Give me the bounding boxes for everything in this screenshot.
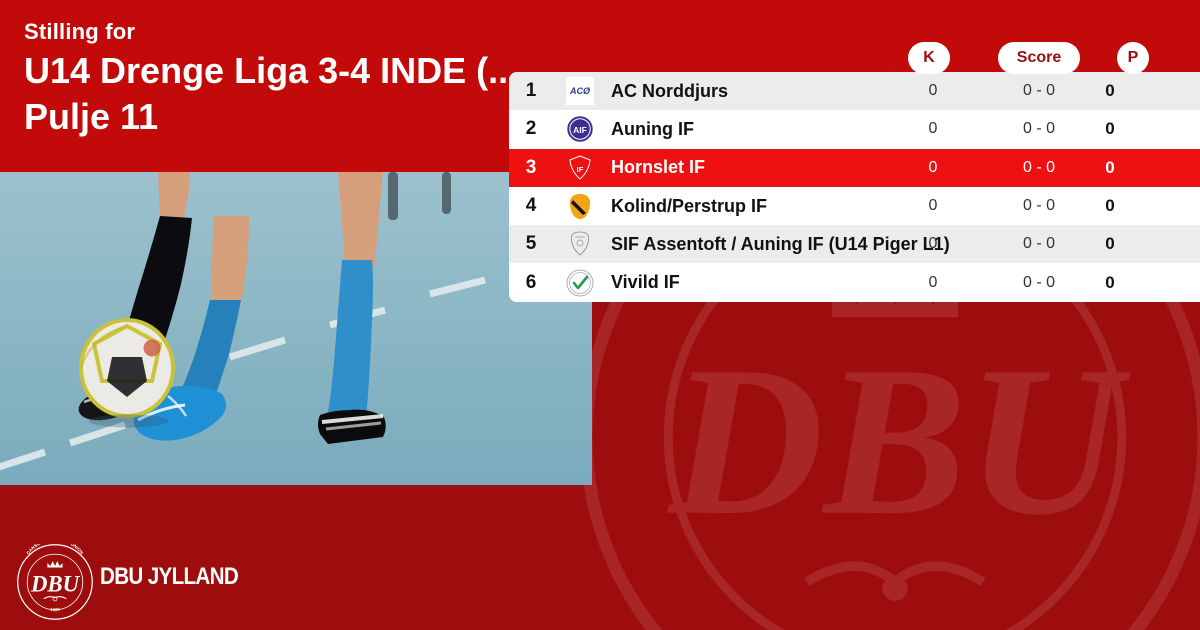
svg-text:DBU: DBU bbox=[667, 323, 1131, 560]
svg-text:IF: IF bbox=[577, 165, 584, 174]
svg-text:DBU: DBU bbox=[30, 572, 81, 597]
svg-text:ACØ: ACØ bbox=[569, 86, 591, 96]
svg-text:AIF: AIF bbox=[573, 125, 587, 135]
